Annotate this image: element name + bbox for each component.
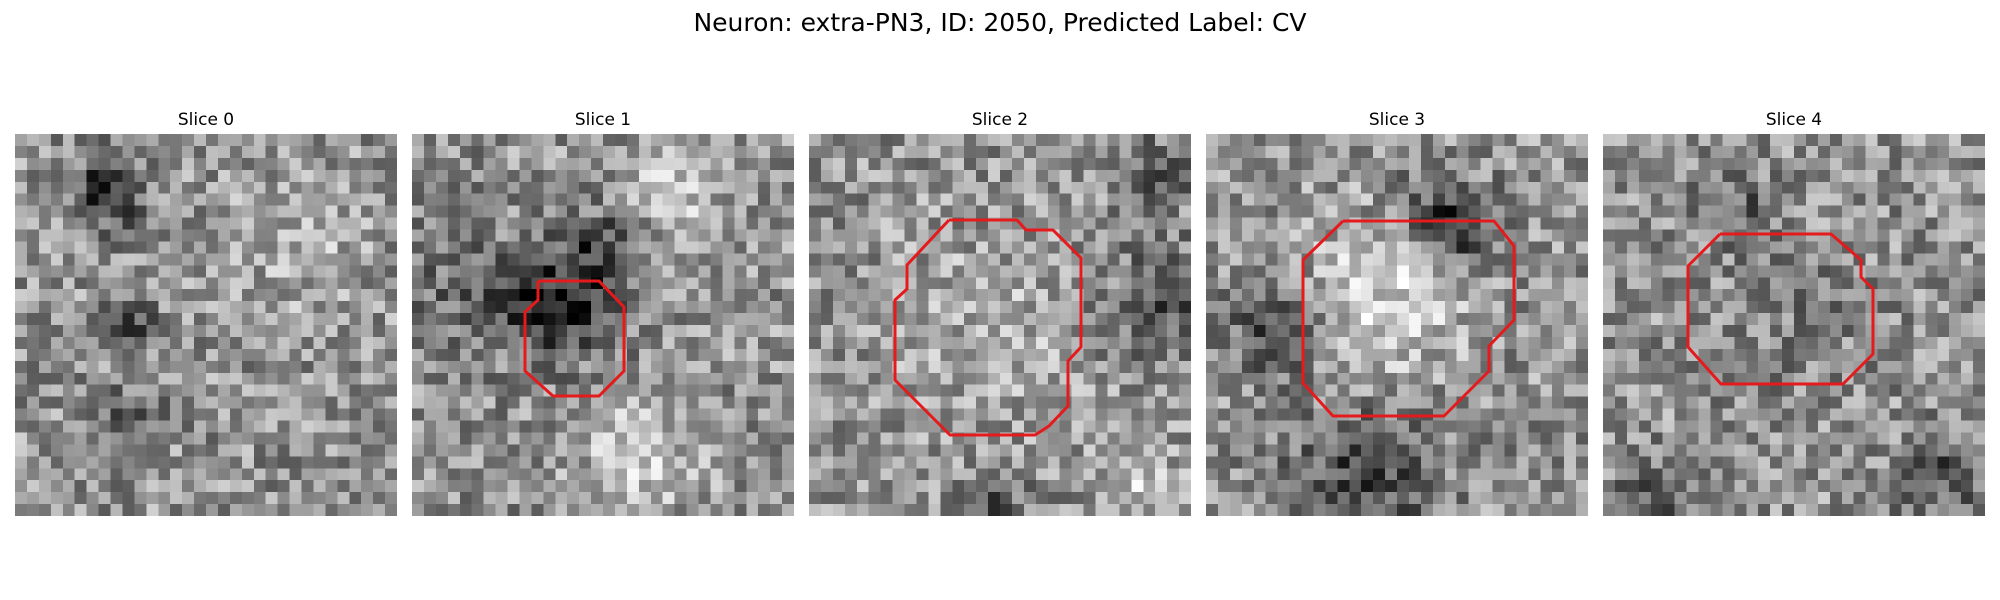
- slice-title: Slice 3: [1368, 110, 1426, 130]
- slice-title: Slice 4: [1765, 110, 1823, 130]
- roi-contour: [1301, 219, 1516, 418]
- slice-panel-0: Slice 0: [15, 108, 397, 516]
- slice-image: [1603, 134, 1985, 516]
- slice-panel-3: Slice 3: [1206, 108, 1588, 516]
- slice-panel-4: Slice 4: [1603, 108, 1985, 516]
- roi-contour: [893, 218, 1083, 437]
- slice-image: [809, 134, 1191, 516]
- slice-image: [412, 134, 794, 516]
- slice-panel-1: Slice 1: [412, 108, 794, 516]
- slice-image: [15, 134, 397, 516]
- slice-panel-2: Slice 2: [809, 108, 1191, 516]
- slice-title: Slice 1: [574, 110, 632, 130]
- figure-title: Neuron: extra-PN3, ID: 2050, Predicted L…: [693, 8, 1307, 37]
- roi-contour: [523, 279, 626, 398]
- slice-title: Slice 2: [971, 110, 1029, 130]
- slice-image: [1206, 134, 1588, 516]
- slice-title: Slice 0: [177, 110, 235, 130]
- roi-contour: [1686, 232, 1875, 386]
